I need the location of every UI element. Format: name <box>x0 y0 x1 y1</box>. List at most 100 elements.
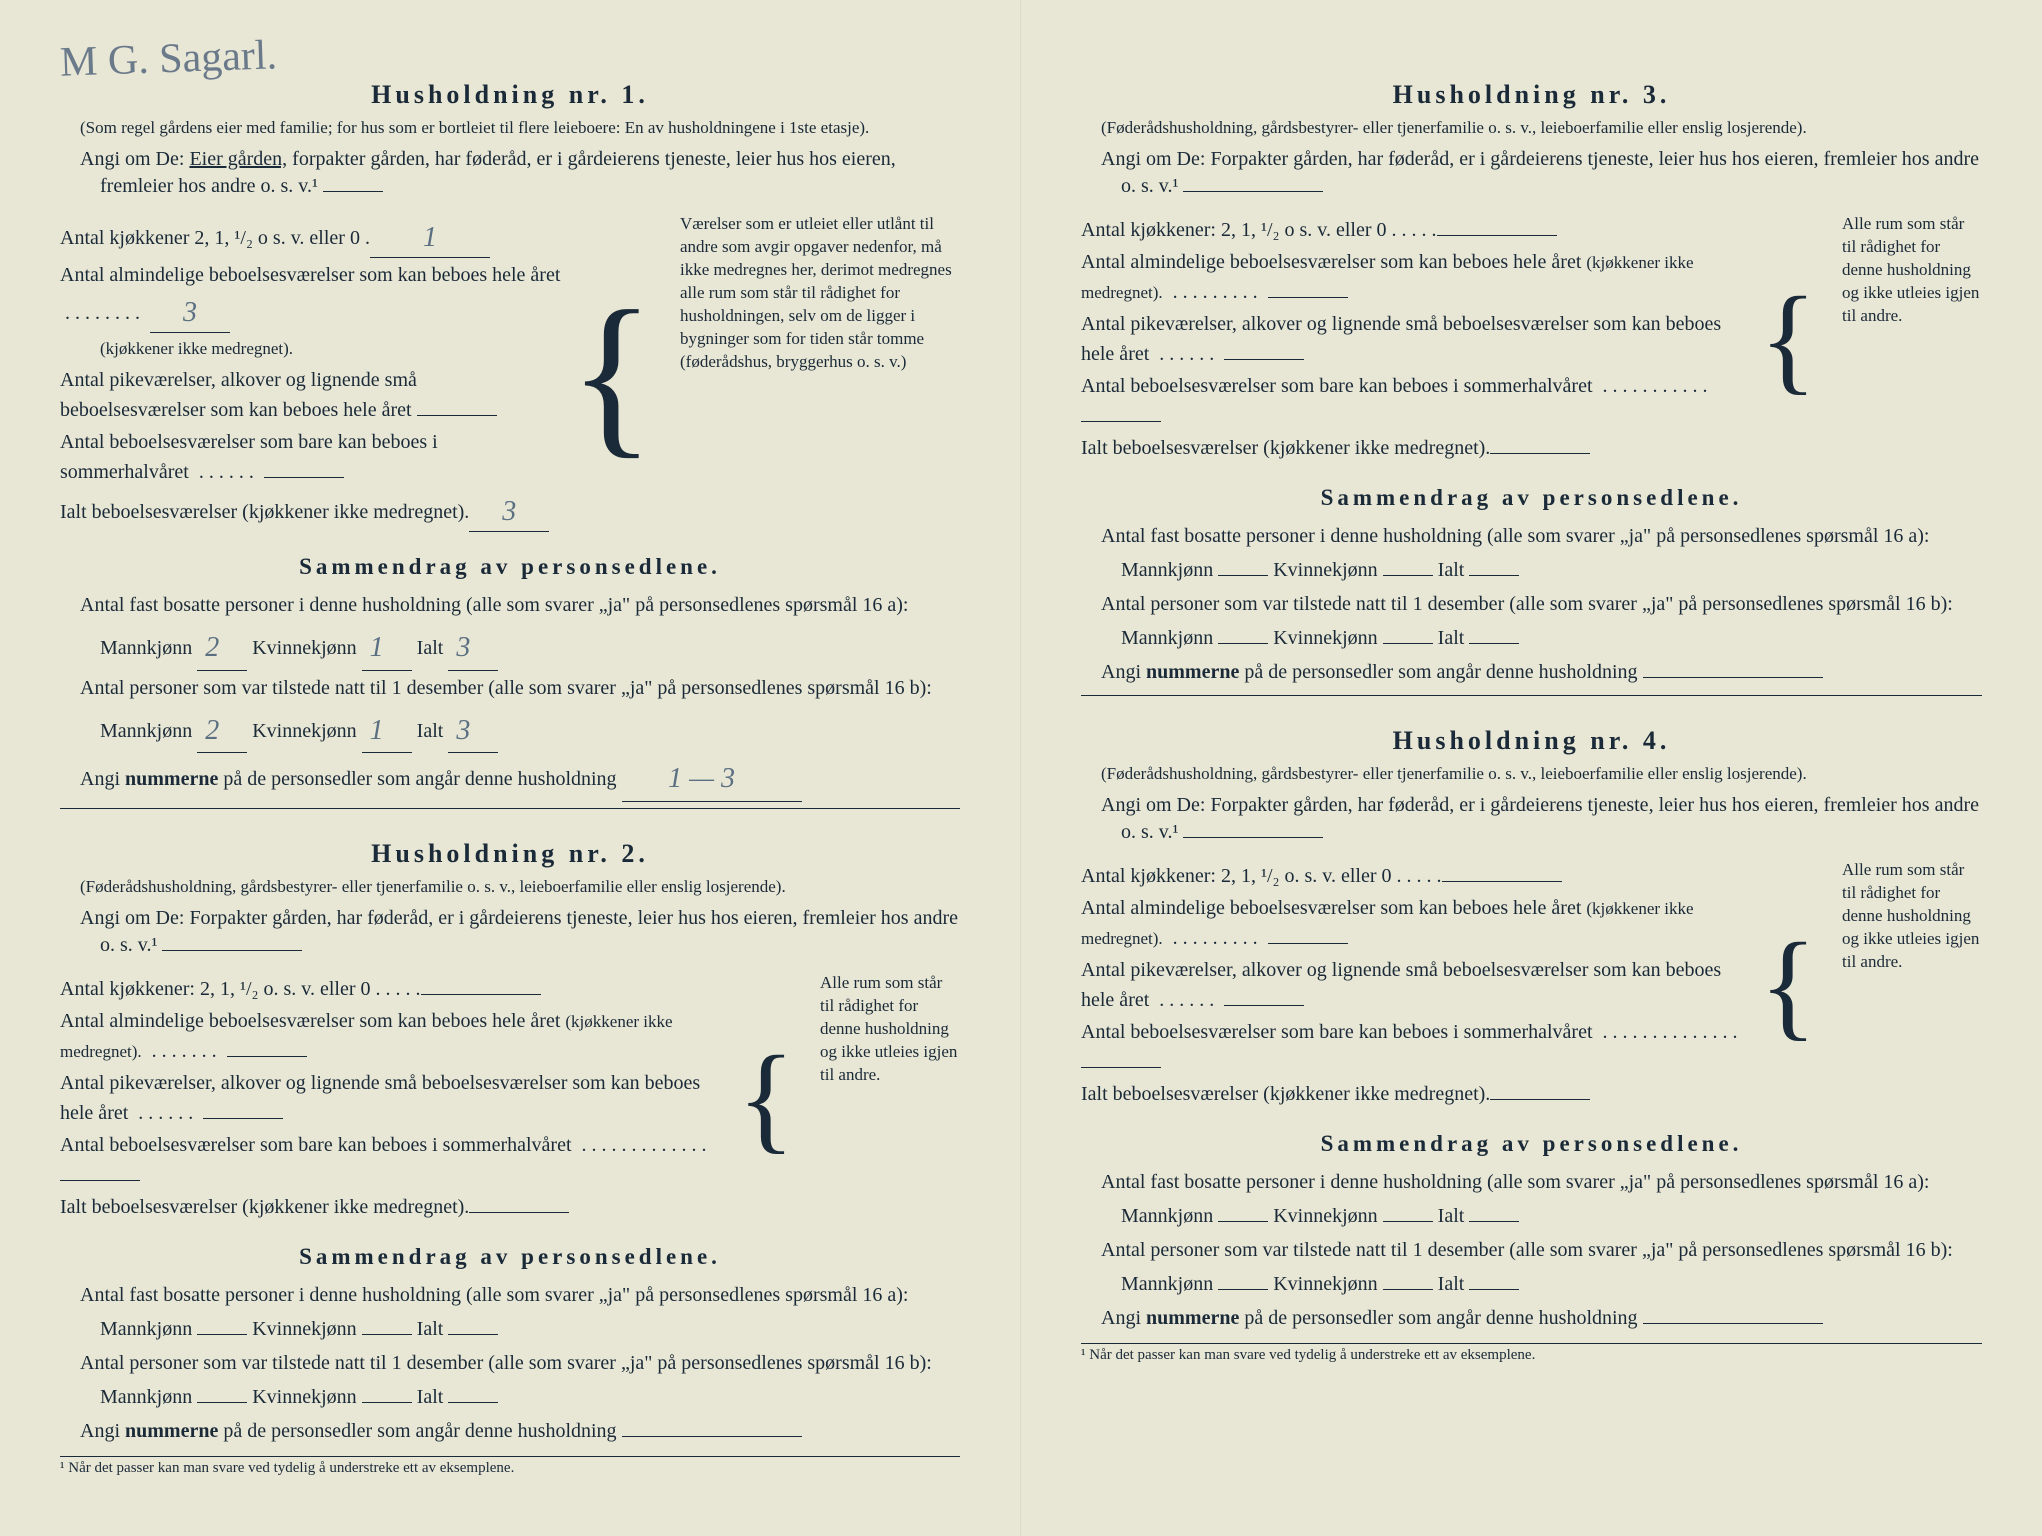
summary-16b-text-2: Antal personer som var tilstede natt til… <box>80 1352 932 1408</box>
footnote-right: ¹ Når det passer kan man svare ved tydel… <box>1081 1343 1982 1364</box>
pikev-input-3[interactable] <box>1224 359 1304 360</box>
household-3-instruction: Angi om De: Forpakter gården, har føderå… <box>1081 148 1982 198</box>
sommer-input[interactable] <box>264 477 344 478</box>
ialt-16a-input-2[interactable] <box>448 1334 498 1335</box>
sommer-row-4: Antal beboelsesværelser som bare kan beb… <box>1081 1017 1754 1077</box>
almindelige-input-4[interactable] <box>1268 943 1348 944</box>
mann-16b-input-3[interactable] <box>1218 643 1268 644</box>
ialt-row: Ialt beboelsesværelser (kjøkkener ikke m… <box>60 489 564 532</box>
fields-left: Antal kjøkkener 2, 1, ¹/₂ o s. v. eller … <box>60 213 564 534</box>
household-4-fields: Antal kjøkkener: 2, 1, ¹/₂ o. s. v. elle… <box>1081 859 1982 1111</box>
kjokkener-row-3: Antal kjøkkener: 2, 1, ¹/₂ o s. v. eller… <box>1081 215 1754 245</box>
kvin-16b-input-2[interactable] <box>362 1402 412 1403</box>
mann-16b-input-2[interactable] <box>197 1402 247 1403</box>
household-1: Husholdning nr. 1. (Som regel gårdens ei… <box>60 80 960 809</box>
kjokkener-label-2: Antal kjøkkener: 2, 1, ¹/₂ o. s. v. elle… <box>60 974 421 1004</box>
bracket-icon-2: { <box>732 972 800 1224</box>
household-1-instruction: Angi om De: Eier gården, forpakter gårde… <box>60 148 960 198</box>
kvin-16a-input-3[interactable] <box>1383 575 1433 576</box>
ialt-16b-input-3[interactable] <box>1469 643 1519 644</box>
mann-16b-input[interactable]: 2 <box>197 705 247 754</box>
ialt-input-4[interactable] <box>1490 1099 1590 1100</box>
side-note: Værelser som er utleiet eller utlånt til… <box>660 213 960 534</box>
ialt-16a-input-4[interactable] <box>1469 1221 1519 1222</box>
kvin-16b-input-4[interactable] <box>1383 1289 1433 1290</box>
sommer-input-4[interactable] <box>1081 1067 1161 1068</box>
sommer-row: Antal beboelsesværelser som bare kan beb… <box>60 427 564 487</box>
household-4-title: Husholdning nr. 4. <box>1081 726 1982 756</box>
kjokkener-row: Antal kjøkkener 2, 1, ¹/₂ o s. v. eller … <box>60 215 564 258</box>
pikev-row: Antal pikeværelser, alkover og lignende … <box>60 365 564 425</box>
ialt-input-2[interactable] <box>469 1212 569 1213</box>
ialt-16b-input[interactable]: 3 <box>448 705 498 754</box>
instruction-blank-4[interactable] <box>1183 817 1323 838</box>
nummerne-input-4[interactable] <box>1643 1323 1823 1324</box>
mann-16a-input-4[interactable] <box>1218 1221 1268 1222</box>
bracket-icon-4: { <box>1754 859 1822 1111</box>
fields-left-2: Antal kjøkkener: 2, 1, ¹/₂ o. s. v. elle… <box>60 972 732 1224</box>
mann-16a-input-3[interactable] <box>1218 575 1268 576</box>
summary-16b: Antal personer som var tilstede natt til… <box>60 671 960 754</box>
kjokkener-input-2[interactable] <box>421 994 541 995</box>
nummerne-input[interactable]: 1 — 3 <box>622 753 802 802</box>
ialt-row-2: Ialt beboelsesværelser (kjøkkener ikke m… <box>60 1192 732 1222</box>
nummerne-text: på de personsedler som angår denne husho… <box>218 768 616 790</box>
kvin-16b-input-3[interactable] <box>1383 643 1433 644</box>
household-1-fields: Antal kjøkkener 2, 1, ¹/₂ o s. v. eller … <box>60 213 960 534</box>
summary-16b-3: Antal personer som var tilstede natt til… <box>1081 587 1982 655</box>
household-1-title: Husholdning nr. 1. <box>60 80 960 110</box>
left-page: M G. Sagarl. Husholdning nr. 1. (Som reg… <box>0 0 1021 1536</box>
kvin-16a-input[interactable]: 1 <box>362 622 412 671</box>
almindelige-sub: (kjøkkener ikke medregnet). <box>60 339 293 358</box>
footnote-left: ¹ Når det passer kan man svare ved tydel… <box>60 1456 960 1477</box>
nummerne-input-3[interactable] <box>1643 677 1823 678</box>
pikev-input-2[interactable] <box>203 1118 283 1119</box>
kjokkener-input-3[interactable] <box>1437 235 1557 236</box>
summary-title-4: Sammendrag av personsedlene. <box>1081 1131 1982 1157</box>
pikev-input[interactable] <box>417 415 497 416</box>
instruction-blank-2[interactable] <box>162 930 302 951</box>
almindelige-input-2[interactable] <box>227 1056 307 1057</box>
ialt-16b-input-4[interactable] <box>1469 1289 1519 1290</box>
instruction-prefix-2: Angi om De: <box>80 907 189 929</box>
ialt-input-3[interactable] <box>1490 453 1590 454</box>
mann-16a-input[interactable]: 2 <box>197 622 247 671</box>
summary-16a-text-2: Antal fast bosatte personer i denne hush… <box>80 1284 909 1340</box>
sommer-label: Antal beboelsesværelser som bare kan beb… <box>60 431 438 483</box>
almindelige-input-3[interactable] <box>1268 297 1348 298</box>
nummerne-label: nummerne <box>125 768 218 790</box>
household-4-subtitle: (Føderådshusholdning, gårdsbestyrer- ell… <box>1081 764 1982 784</box>
nummerne-row-2: Angi nummerne på de personsedler som ang… <box>60 1414 960 1448</box>
kvin-16a-input-2[interactable] <box>362 1334 412 1335</box>
sommer-input-3[interactable] <box>1081 421 1161 422</box>
kvin-16b-input[interactable]: 1 <box>362 705 412 754</box>
summary-16a-3: Antal fast bosatte personer i denne hush… <box>1081 519 1982 587</box>
instruction-blank[interactable] <box>323 171 383 192</box>
almindelige-input[interactable]: 3 <box>150 290 230 333</box>
mann-16a-input-2[interactable] <box>197 1334 247 1335</box>
kjokkener-input-4[interactable] <box>1442 881 1562 882</box>
almindelige-row-4: Antal almindelige beboelsesværelser som … <box>1081 893 1754 953</box>
side-note-4: Alle rum som står til rådighet for denne… <box>1822 859 1982 1111</box>
kvin-16a-input-4[interactable] <box>1383 1221 1433 1222</box>
pikev-input-4[interactable] <box>1224 1005 1304 1006</box>
summary-16a: Antal fast bosatte personer i denne hush… <box>60 588 960 671</box>
bracket-wrap-4: { Alle rum som står til rådighet for den… <box>1754 859 1982 1111</box>
pikev-label: Antal pikeværelser, alkover og lignende … <box>60 369 417 421</box>
summary-16a-2: Antal fast bosatte personer i denne hush… <box>60 1278 960 1346</box>
household-2: Husholdning nr. 2. (Føderådshusholdning,… <box>60 839 960 1477</box>
kjokkener-row-2: Antal kjøkkener: 2, 1, ¹/₂ o. s. v. elle… <box>60 974 732 1004</box>
ialt-16a-input-3[interactable] <box>1469 575 1519 576</box>
ialt-16b-input-2[interactable] <box>448 1402 498 1403</box>
ialt-input[interactable]: 3 <box>469 489 549 532</box>
kjokkener-input[interactable]: 1 <box>370 215 490 258</box>
instruction-blank-3[interactable] <box>1183 171 1323 192</box>
mann-16b-input-4[interactable] <box>1218 1289 1268 1290</box>
nummerne-input-2[interactable] <box>622 1436 802 1437</box>
nummerne-row: Angi nummerne på de personsedler som ang… <box>60 753 960 809</box>
summary-16b-4: Antal personer som var tilstede natt til… <box>1081 1233 1982 1301</box>
bracket-icon-3: { <box>1754 213 1822 465</box>
ialt-16a-input[interactable]: 3 <box>448 622 498 671</box>
sommer-input-2[interactable] <box>60 1180 140 1181</box>
sommer-label-2: Antal beboelsesværelser som bare kan beb… <box>60 1134 572 1156</box>
